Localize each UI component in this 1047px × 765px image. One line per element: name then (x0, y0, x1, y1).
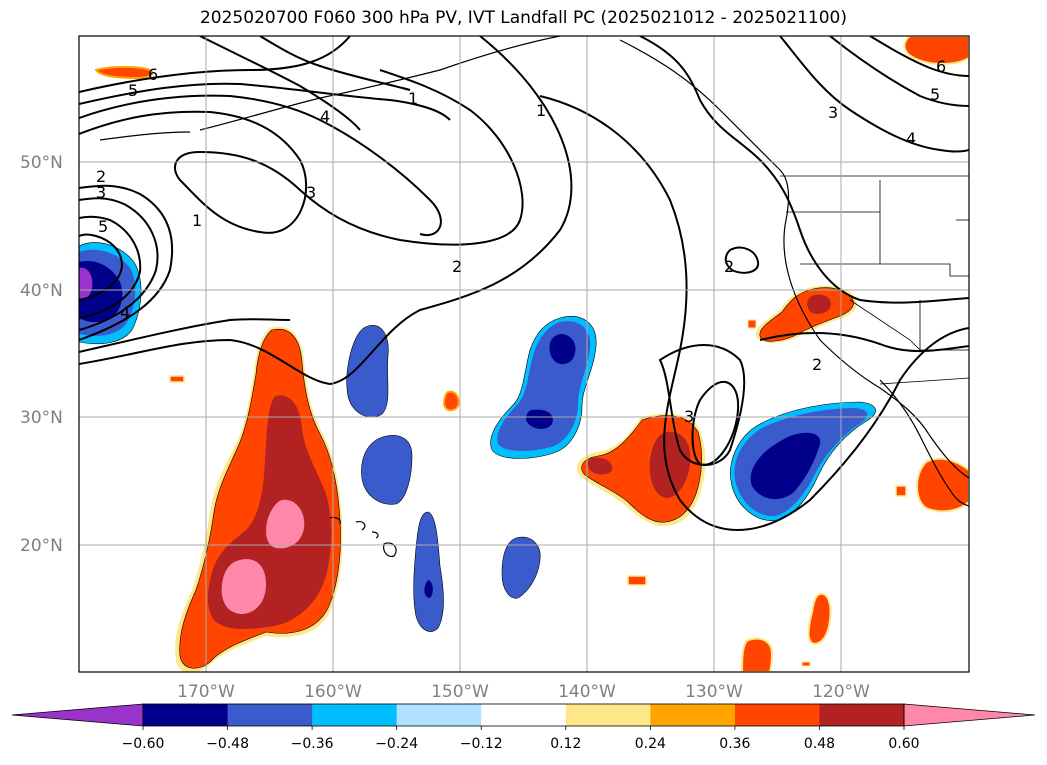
colorbar-segment (227, 704, 313, 726)
contour-label: 1 (192, 211, 202, 230)
colorbar-extend-high (903, 703, 1036, 727)
longitude-labels: 170°W 160°W 150°W 140°W 130°W 120°W (177, 682, 870, 702)
negative-anomaly-central-5 (490, 316, 597, 459)
negative-anomaly-central-2 (361, 435, 413, 505)
colorbar-tick-label: −0.60 (122, 736, 165, 752)
colorbar: −0.60 −0.48 −0.36 −0.24 −0.12 0.12 0.24 0.36 0.4… (11, 703, 1036, 752)
contour-label: 5 (98, 217, 108, 236)
positive-anomaly-small-2 (169, 375, 185, 383)
map-title: 2025020700 F060 300 hPa PV, IVT Landfall… (199, 8, 847, 28)
contour-label: 1 (536, 101, 546, 120)
contour-label: 6 (936, 57, 946, 76)
positive-anomaly-central (576, 413, 706, 527)
gridlines (79, 36, 969, 672)
contour-label: 5 (930, 85, 940, 104)
colorbar-tick-label: −0.48 (206, 736, 249, 752)
lat-label: 20°N (20, 536, 63, 556)
negative-anomaly-central-1 (346, 325, 389, 418)
lat-label: 50°N (20, 153, 63, 173)
contour-label: 1 (408, 89, 418, 108)
contour-labels: 6 5 4 1 1 3 2 3 5 1 2 4 3 2 2 3 6 5 4 (96, 57, 946, 426)
coastlines (99, 36, 969, 557)
colorbar-segment (312, 704, 398, 726)
lon-label: 120°W (812, 682, 870, 702)
colorbar-tick-label: −0.36 (291, 736, 334, 752)
negative-anomaly-east (730, 401, 876, 521)
colorbar-outline (142, 703, 905, 727)
colorbar-segment (734, 704, 820, 726)
colorbar-tick-label: 0.36 (719, 736, 750, 752)
positive-anomaly-west-plume (175, 326, 343, 672)
contour-label: 2 (452, 257, 462, 276)
contour-label: 3 (828, 103, 838, 122)
colorbar-segment (396, 704, 482, 726)
colorbar-tick-label: 0.60 (888, 736, 919, 752)
latitude-labels: 50°N 40°N 30°N 20°N (20, 153, 63, 556)
negative-anomaly-central-3 (413, 511, 444, 632)
contour-label: 4 (120, 303, 130, 322)
negative-anomaly-central-4 (501, 536, 541, 599)
colorbar-segment (565, 704, 651, 726)
positive-anomaly-coast (747, 285, 857, 343)
contour-label: 2 (724, 257, 734, 276)
colorbar-tick-label: −0.12 (460, 736, 503, 752)
lat-label: 30°N (20, 408, 63, 428)
contour-label: 3 (684, 407, 694, 426)
colorbar-tick-label: 0.48 (804, 736, 835, 752)
lon-label: 130°W (685, 682, 743, 702)
positive-anomaly-northwest (94, 66, 154, 80)
lon-label: 140°W (558, 682, 616, 702)
positive-anomaly-small-1 (442, 390, 460, 412)
colorbar-segment (143, 704, 229, 726)
colorbar-tick-label: 0.12 (550, 736, 581, 752)
lat-label: 40°N (20, 281, 63, 301)
lon-label: 170°W (177, 682, 235, 702)
colorbar-segment (650, 704, 736, 726)
contour-label: 3 (96, 183, 106, 202)
lon-label: 160°W (304, 682, 362, 702)
lon-label: 150°W (431, 682, 489, 702)
positive-anomaly-south (627, 575, 832, 672)
political-borders (780, 175, 969, 385)
colorbar-segment (819, 704, 905, 726)
positive-anomaly-northeast (903, 36, 969, 65)
contour-label: 2 (96, 167, 106, 186)
colorbar-tick-label: −0.24 (375, 736, 418, 752)
contour-label: 5 (128, 81, 138, 100)
contour-label: 2 (812, 355, 822, 374)
map-frame (78, 35, 970, 673)
colorbar-extend-low (11, 703, 144, 727)
colorbar-tick-label: 0.24 (635, 736, 666, 752)
contour-label: 6 (148, 65, 158, 84)
contour-label: 3 (306, 183, 316, 202)
contour-label: 4 (320, 107, 330, 126)
contour-label: 4 (906, 129, 916, 148)
map-content: 6 5 4 1 1 3 2 3 5 1 2 4 3 2 2 3 6 5 4 (79, 36, 969, 672)
colorbar-segment (481, 704, 567, 726)
